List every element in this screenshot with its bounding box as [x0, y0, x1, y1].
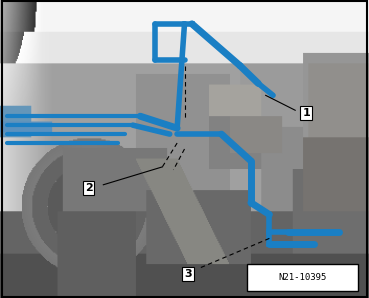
Text: 1: 1 [302, 108, 310, 118]
Text: N21-10395: N21-10395 [278, 273, 327, 282]
FancyBboxPatch shape [247, 264, 358, 291]
Text: 2: 2 [85, 183, 93, 193]
Text: 3: 3 [184, 269, 192, 279]
